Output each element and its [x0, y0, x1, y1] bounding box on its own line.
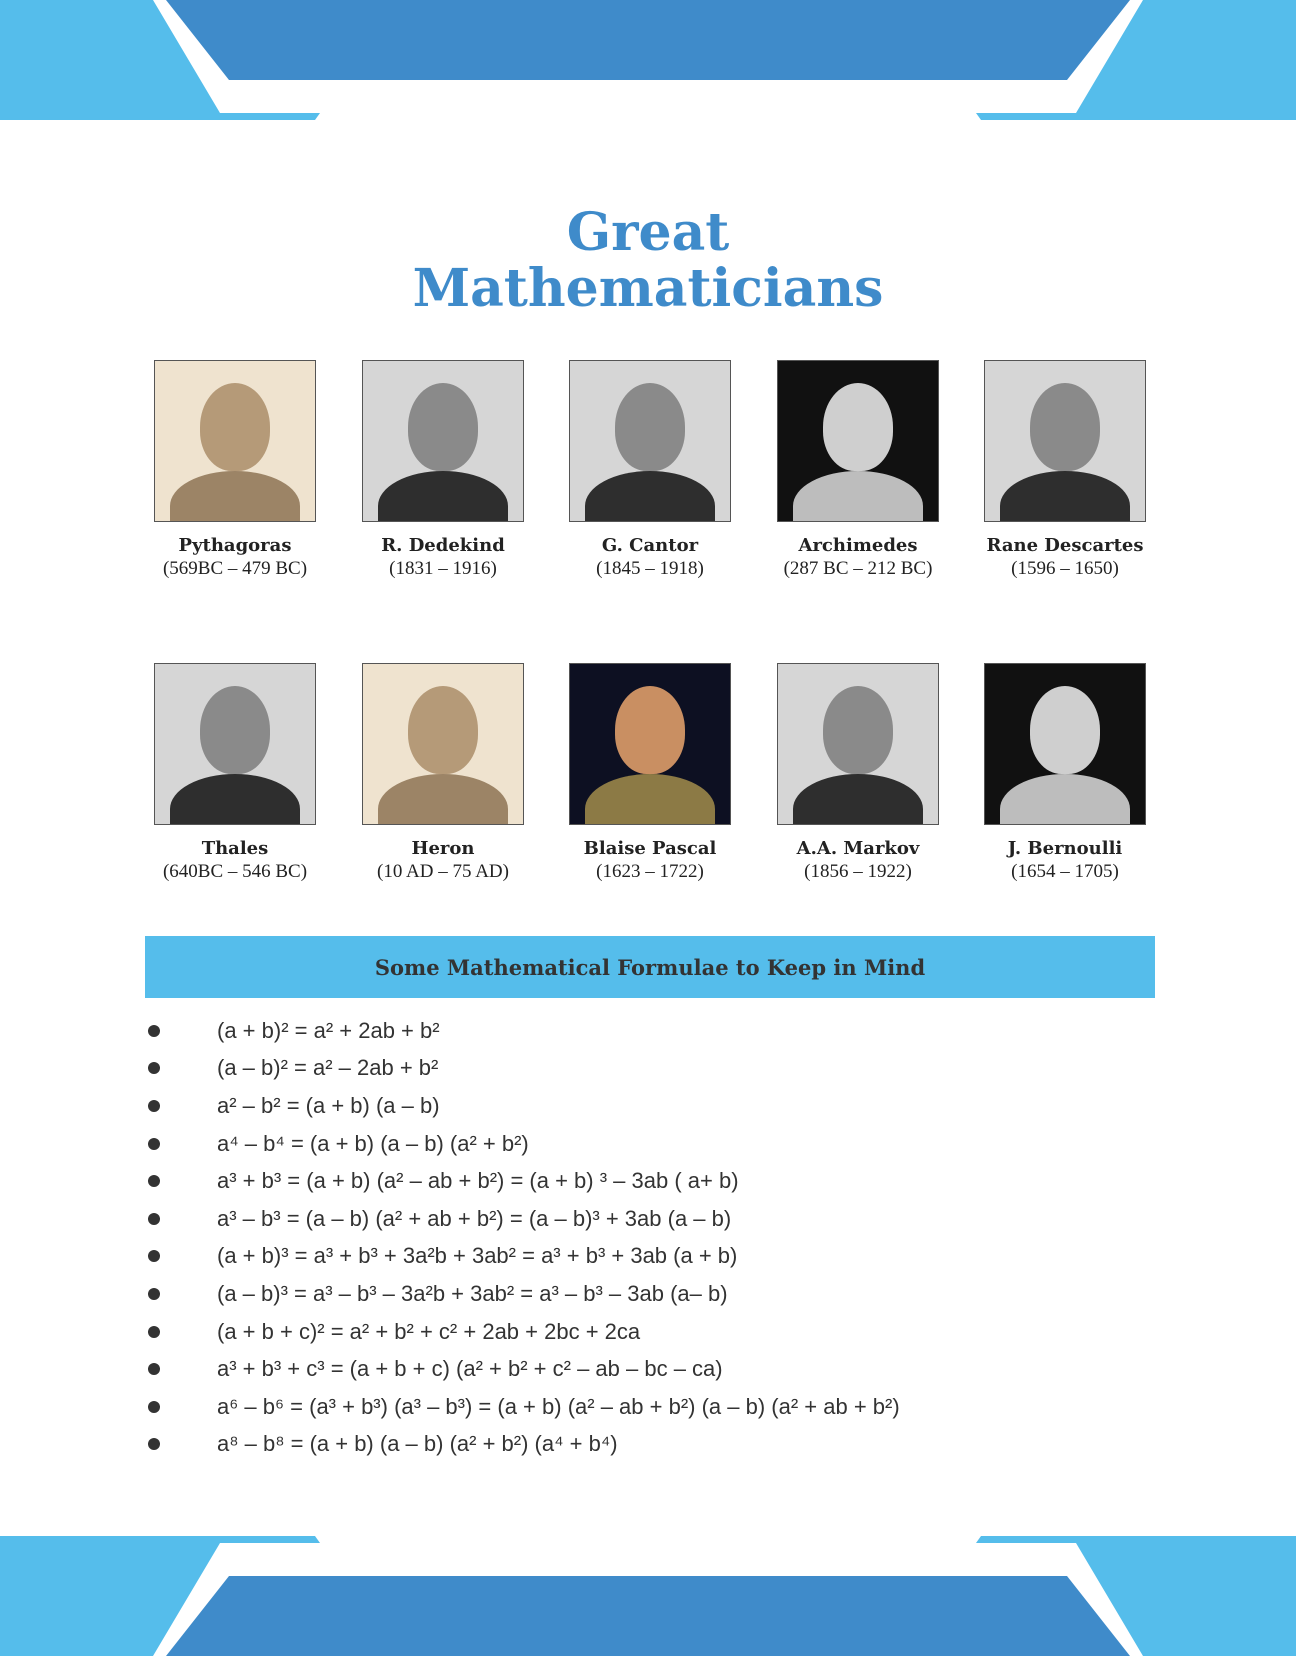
mathematician-card: A.A. Markov (1856 – 1922)	[753, 663, 963, 883]
mathematician-name: Blaise Pascal	[583, 838, 717, 859]
bullet-icon	[148, 1250, 160, 1263]
mathematician-card: Rane Descartes (1596 – 1650)	[960, 360, 1170, 580]
mathematician-name: Heron	[411, 838, 475, 859]
mathematician-dates: (1831 – 1916)	[389, 558, 497, 579]
mathematician-card: Archimedes (287 BC – 212 BC)	[753, 360, 963, 580]
bullet-icon	[148, 1287, 160, 1300]
portrait-image	[154, 360, 316, 522]
mathematician-name: Rane Descartes	[986, 535, 1144, 556]
formula-item: a⁶ – b⁶ = (a³ + b³) (a³ – b³) = (a + b) …	[145, 1388, 1195, 1426]
mathematician-dates: (1654 – 1705)	[1011, 861, 1119, 882]
bullet-icon	[148, 1175, 160, 1188]
footer-right-shape	[961, 1536, 1296, 1656]
footer-left-shape	[0, 1536, 335, 1656]
formula-text: (a + b)³ = a³ + b³ + 3a²b + 3ab² = a³ + …	[217, 1243, 738, 1269]
formula-item: (a – b)² = a² – 2ab + b²	[145, 1050, 1195, 1088]
mathematician-dates: (569BC – 479 BC)	[162, 558, 308, 579]
bullet-icon	[148, 1438, 160, 1451]
mathematician-name: R. Dedekind	[381, 535, 505, 556]
bullet-icon	[148, 1024, 160, 1037]
header-center-shape	[166, 0, 1130, 80]
formula-item: (a + b)³ = a³ + b³ + 3a²b + 3ab² = a³ + …	[145, 1238, 1195, 1276]
mathematician-name: J. Bernoulli	[1007, 838, 1123, 859]
mathematician-name: Thales	[201, 838, 269, 859]
header-right-shape	[961, 0, 1296, 120]
formula-item: (a + b)² = a² + 2ab + b²	[145, 1012, 1195, 1050]
portrait-image	[362, 663, 524, 825]
mathematician-card: G. Cantor (1845 – 1918)	[545, 360, 755, 580]
portrait-image	[984, 663, 1146, 825]
mathematician-name: G. Cantor	[601, 535, 699, 556]
bullet-icon	[148, 1325, 160, 1338]
formula-text: (a + b)² = a² + 2ab + b²	[217, 1017, 440, 1043]
formula-item: a³ + b³ + c³ = (a + b + c) (a² + b² + c²…	[145, 1350, 1195, 1388]
formula-item: a³ – b³ = (a – b) (a² + ab + b²) = (a – …	[145, 1200, 1195, 1238]
bullet-icon	[148, 1099, 160, 1112]
bullet-icon	[148, 1212, 160, 1225]
mathematician-dates: (640BC – 546 BC)	[162, 861, 308, 882]
mathematician-dates: (1623 – 1722)	[596, 861, 704, 882]
formula-text: a³ + b³ = (a + b) (a² – ab + b²) = (a + …	[217, 1168, 739, 1194]
header-left-shape	[0, 0, 335, 120]
formula-item: (a – b)³ = a³ – b³ – 3a²b + 3ab² = a³ – …	[145, 1275, 1195, 1313]
portrait-image	[362, 360, 524, 522]
mathematician-card: J. Bernoulli (1654 – 1705)	[960, 663, 1170, 883]
mathematician-dates: (1596 – 1650)	[1011, 558, 1119, 579]
mathematician-name: Archimedes	[798, 535, 918, 556]
header-decoration	[0, 0, 1296, 120]
formula-heading-band: Some Mathematical Formulae to Keep in Mi…	[145, 936, 1155, 998]
formula-text: a⁴ – b⁴ = (a + b) (a – b) (a² + b²)	[217, 1130, 529, 1156]
mathematician-dates: (10 AD – 75 AD)	[377, 861, 509, 882]
bullet-icon	[148, 1400, 160, 1413]
formula-text: a² – b² = (a + b) (a – b)	[217, 1092, 440, 1118]
portrait-image	[984, 360, 1146, 522]
formula-text: a³ + b³ + c³ = (a + b + c) (a² + b² + c²…	[217, 1356, 723, 1382]
footer-center-shape	[166, 1576, 1130, 1656]
page-title: Great Mathematicians	[412, 202, 884, 319]
formula-item: a⁴ – b⁴ = (a + b) (a – b) (a² + b²)	[145, 1125, 1195, 1163]
portrait-image	[777, 663, 939, 825]
mathematician-card: Pythagoras (569BC – 479 BC)	[130, 360, 340, 580]
portrait-image	[154, 663, 316, 825]
formula-text: a³ – b³ = (a – b) (a² + ab + b²) = (a – …	[217, 1205, 732, 1231]
formula-item: a³ + b³ = (a + b) (a² – ab + b²) = (a + …	[145, 1162, 1195, 1200]
mathematician-dates: (1845 – 1918)	[596, 558, 704, 579]
portrait-image	[777, 360, 939, 522]
mathematician-card: Thales (640BC – 546 BC)	[130, 663, 340, 883]
bullet-icon	[148, 1363, 160, 1376]
mathematician-dates: (287 BC – 212 BC)	[783, 558, 933, 579]
formula-text: (a + b + c)² = a² + b² + c² + 2ab + 2bc …	[217, 1318, 641, 1344]
formula-text: (a – b)² = a² – 2ab + b²	[217, 1055, 439, 1081]
formula-text: a⁸ – b⁸ = (a + b) (a – b) (a² + b²) (a⁴ …	[217, 1431, 618, 1457]
footer-decoration	[0, 1536, 1296, 1656]
formula-item: (a + b + c)² = a² + b² + c² + 2ab + 2bc …	[145, 1313, 1195, 1351]
mathematician-card: Blaise Pascal (1623 – 1722)	[545, 663, 755, 883]
bullet-icon	[148, 1137, 160, 1150]
mathematician-card: R. Dedekind (1831 – 1916)	[338, 360, 548, 580]
mathematician-card: Heron (10 AD – 75 AD)	[338, 663, 548, 883]
mathematician-name: Pythagoras	[178, 535, 292, 556]
formula-heading: Some Mathematical Formulae to Keep in Mi…	[374, 954, 926, 980]
mathematician-dates: (1856 – 1922)	[804, 861, 912, 882]
formula-text: (a – b)³ = a³ – b³ – 3a²b + 3ab² = a³ – …	[217, 1280, 728, 1306]
formula-item: a² – b² = (a + b) (a – b)	[145, 1087, 1195, 1125]
formula-text: a⁶ – b⁶ = (a³ + b³) (a³ – b³) = (a + b) …	[217, 1393, 900, 1419]
mathematician-name: A.A. Markov	[796, 838, 920, 859]
formula-item: a⁸ – b⁸ = (a + b) (a – b) (a² + b²) (a⁴ …	[145, 1426, 1195, 1464]
portrait-image	[569, 663, 731, 825]
portrait-image	[569, 360, 731, 522]
formula-list: (a + b)² = a² + 2ab + b² (a – b)² = a² – …	[145, 1012, 1195, 1463]
bullet-icon	[148, 1062, 160, 1075]
